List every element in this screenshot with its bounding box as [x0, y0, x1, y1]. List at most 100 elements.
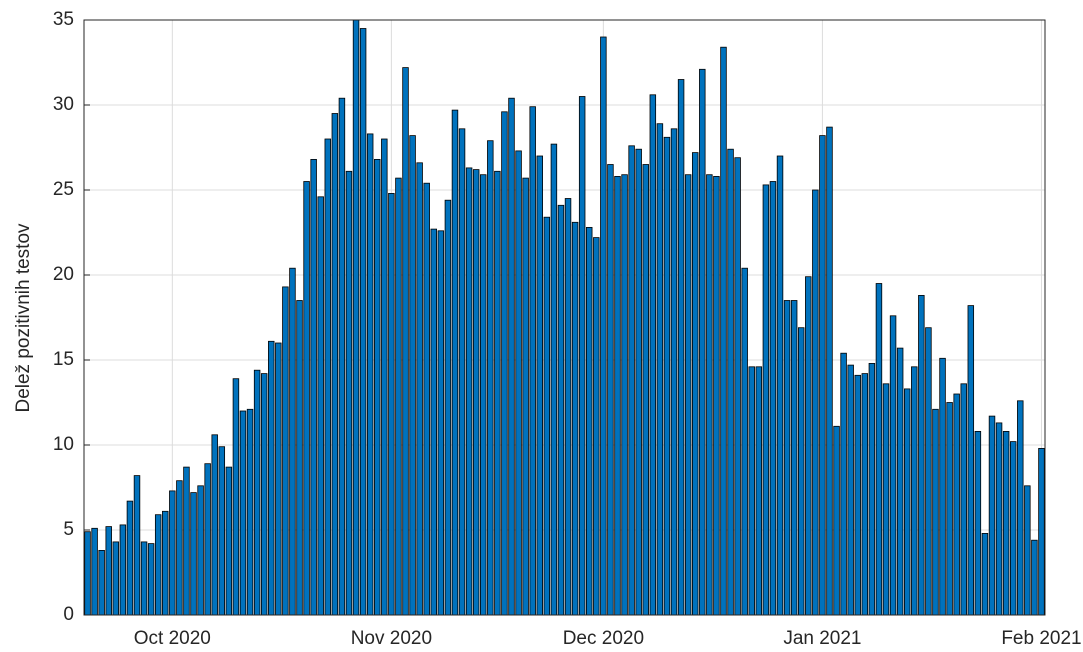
bar [515, 150, 522, 616]
bar [783, 300, 791, 616]
bar [282, 286, 289, 616]
x-tick-label: Oct 2020 [134, 628, 211, 649]
bar [769, 181, 777, 616]
bar [395, 177, 402, 616]
bar [1031, 539, 1038, 616]
bar [190, 492, 197, 616]
y-tick-label: 35 [53, 9, 74, 30]
y-tick-label: 5 [63, 519, 74, 540]
bar [338, 97, 346, 616]
bar [310, 158, 317, 616]
bar [600, 36, 607, 616]
bar [437, 230, 445, 616]
bar [932, 408, 939, 616]
bar [776, 155, 784, 616]
bar [1002, 430, 1010, 616]
bar [345, 170, 353, 616]
bar [1009, 441, 1017, 616]
bar [578, 96, 586, 616]
bar [197, 485, 204, 616]
bar [614, 175, 621, 616]
bar [564, 198, 572, 616]
bar [854, 374, 861, 616]
bar [988, 415, 996, 616]
bar [1024, 485, 1031, 616]
bar [91, 527, 98, 616]
bar [812, 189, 819, 616]
bar [147, 543, 155, 616]
bar [366, 133, 374, 616]
bar [896, 347, 904, 616]
bar [183, 466, 190, 616]
bar [691, 152, 699, 616]
bar [684, 174, 692, 616]
bar [536, 155, 543, 616]
bar [472, 169, 480, 616]
bar [169, 490, 176, 616]
bar [925, 327, 932, 616]
bar [911, 366, 918, 616]
bar [557, 204, 565, 616]
bar [748, 366, 755, 616]
bar [649, 94, 657, 616]
bar [868, 362, 876, 616]
bar [543, 216, 551, 616]
y-tick-label: 20 [53, 264, 74, 285]
bar [133, 475, 141, 616]
bar [790, 300, 798, 616]
y-tick-label: 30 [53, 94, 74, 115]
bar [656, 123, 664, 616]
bar [140, 541, 148, 616]
bar [805, 276, 812, 616]
bar [960, 383, 967, 616]
bar [268, 340, 275, 616]
bar [444, 199, 452, 616]
bar [501, 111, 508, 616]
bar [607, 164, 614, 616]
bar [374, 158, 381, 616]
bar [720, 46, 727, 616]
bar [458, 128, 466, 616]
bar [246, 408, 254, 616]
bar [882, 383, 890, 616]
bar [487, 140, 494, 616]
bar [402, 67, 409, 616]
bar [409, 135, 416, 616]
bar [119, 524, 127, 616]
bar [260, 373, 268, 616]
bar [98, 550, 105, 616]
bar [621, 174, 628, 616]
bar [706, 174, 713, 616]
bar [713, 175, 720, 616]
bar [154, 514, 162, 616]
bar [981, 533, 989, 616]
bar [571, 221, 579, 616]
bar [232, 378, 240, 616]
bar [699, 68, 706, 616]
bar [211, 434, 218, 616]
bar [875, 283, 883, 616]
bar [112, 541, 120, 616]
bar [430, 228, 438, 616]
bar [734, 157, 741, 616]
bar [889, 315, 897, 616]
bar [508, 97, 515, 616]
bar [974, 430, 982, 616]
bar [847, 364, 854, 616]
bar [296, 300, 303, 616]
bar [755, 366, 763, 616]
x-tick-label: Dec 2020 [563, 628, 644, 649]
bar [529, 106, 536, 616]
bar [352, 19, 360, 616]
bar [451, 109, 459, 616]
bar [939, 357, 946, 616]
y-axis-label: Delež pozitivnih testov [13, 223, 34, 413]
bar [741, 267, 748, 616]
bar [762, 184, 770, 616]
bar [840, 352, 847, 616]
bar [593, 237, 600, 616]
bar [550, 143, 558, 616]
bar [105, 526, 112, 616]
bar [861, 373, 869, 616]
bar [967, 305, 975, 616]
